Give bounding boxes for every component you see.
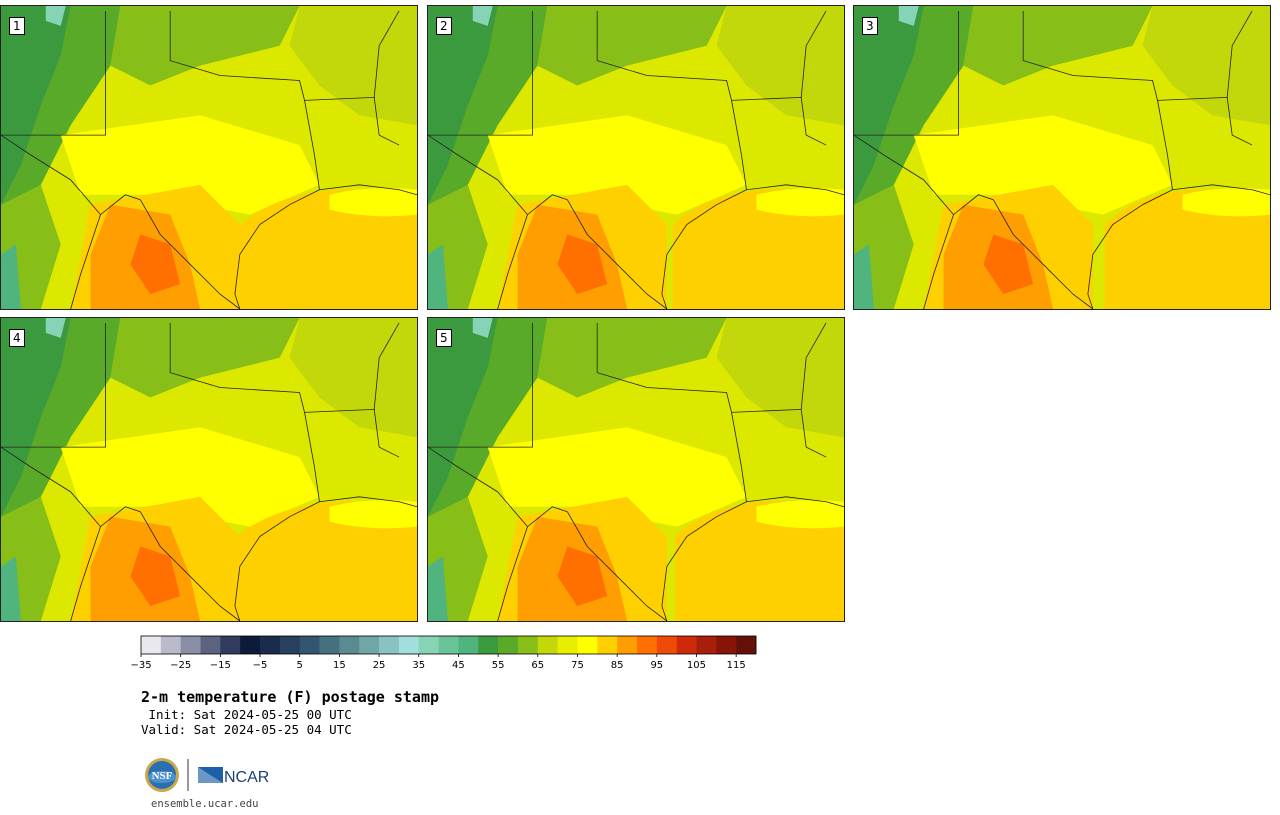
- colorbar-tick-label: −5: [253, 660, 268, 671]
- member-label: 4: [9, 329, 25, 347]
- colorbar-tick-label: 45: [452, 660, 465, 671]
- ncar-logo: NCAR: [198, 767, 269, 786]
- member-label: 2: [436, 17, 452, 35]
- colorbar-tick-label: 5: [297, 660, 303, 671]
- colorbar-swatch: [260, 636, 281, 654]
- member-panel-1: 1: [0, 5, 418, 310]
- temperature-map: [428, 318, 844, 621]
- logos: NSF NCAR: [144, 757, 274, 793]
- colorbar-swatch: [319, 636, 340, 654]
- colorbar-swatch: [636, 636, 658, 654]
- colorbar-tick-label: 15: [333, 660, 346, 671]
- member-label: 3: [862, 17, 878, 35]
- colorbar: −35 −25 −15 −5 5 15 25 35 45 55 65 75 85 95 105 115: [130, 635, 757, 671]
- colorbar-tick-label: 65: [531, 660, 544, 671]
- colorbar-tick-label: 115: [727, 660, 746, 671]
- colorbar-swatch: [537, 636, 558, 654]
- svg-text:NCAR: NCAR: [224, 769, 269, 786]
- colorbar-swatch: [180, 636, 201, 654]
- colorbar-swatch: [141, 636, 162, 654]
- colorbar-swatch: [517, 636, 539, 654]
- colorbar-swatch: [279, 636, 301, 654]
- colorbar-swatch: [498, 636, 519, 654]
- init-time: Init: Sat 2024-05-25 00 UTC: [141, 707, 352, 722]
- colorbar-graphic: −35 −25 −15 −5 5 15 25 35 45 55 65 75 85 95 105 115: [130, 635, 757, 671]
- footer-url: ensemble.ucar.edu: [151, 798, 259, 810]
- colorbar-swatch: [438, 636, 459, 654]
- colorbar-swatch: [299, 636, 320, 654]
- colorbar-swatch: [716, 636, 737, 654]
- colorbar-swatch: [597, 636, 618, 654]
- colorbar-swatch: [359, 636, 380, 654]
- map-title: 2-m temperature (F) postage stamp: [141, 688, 440, 706]
- colorbar-swatch: [458, 636, 479, 654]
- member-panel-4: 4: [0, 317, 418, 622]
- colorbar-tick-label: −35: [130, 660, 151, 671]
- colorbar-swatch: [676, 636, 697, 654]
- colorbar-swatch: [418, 636, 439, 654]
- colorbar-tick-label: −25: [170, 660, 191, 671]
- colorbar-tick-label: 25: [373, 660, 386, 671]
- colorbar-swatch: [656, 636, 677, 654]
- member-label: 5: [436, 329, 452, 347]
- colorbar-tick-label: 95: [650, 660, 663, 671]
- member-panel-5: 5: [427, 317, 845, 622]
- svg-text:NSF: NSF: [152, 770, 173, 782]
- nsf-logo: NSF NCAR: [145, 758, 269, 792]
- colorbar-swatch: [339, 636, 360, 654]
- colorbar-swatch: [200, 636, 221, 654]
- temperature-map: [428, 6, 844, 309]
- member-panel-2: 2: [427, 5, 845, 310]
- colorbar-tick-label: 105: [687, 660, 706, 671]
- colorbar-swatch: [398, 636, 420, 654]
- temperature-map: [1, 6, 417, 309]
- colorbar-swatch: [220, 636, 241, 654]
- colorbar-swatch: [617, 636, 638, 654]
- colorbar-swatch: [736, 636, 757, 654]
- colorbar-tick-label: −15: [210, 660, 231, 671]
- colorbar-tick-label: 75: [571, 660, 584, 671]
- colorbar-tick-label: 35: [412, 660, 425, 671]
- member-label: 1: [9, 17, 25, 35]
- member-panel-3: 3: [853, 5, 1271, 310]
- temperature-map: [854, 6, 1270, 309]
- colorbar-tick-label: 55: [492, 660, 505, 671]
- colorbar-swatch: [379, 636, 400, 654]
- valid-time: Valid: Sat 2024-05-25 04 UTC: [141, 722, 352, 737]
- colorbar-swatch: [478, 636, 499, 654]
- colorbar-swatch: [577, 636, 598, 654]
- colorbar-swatch: [557, 636, 578, 654]
- colorbar-tick-label: 85: [611, 660, 624, 671]
- colorbar-swatch: [160, 636, 181, 654]
- temperature-map: [1, 318, 417, 621]
- colorbar-swatch: [696, 636, 717, 654]
- colorbar-swatch: [240, 636, 261, 654]
